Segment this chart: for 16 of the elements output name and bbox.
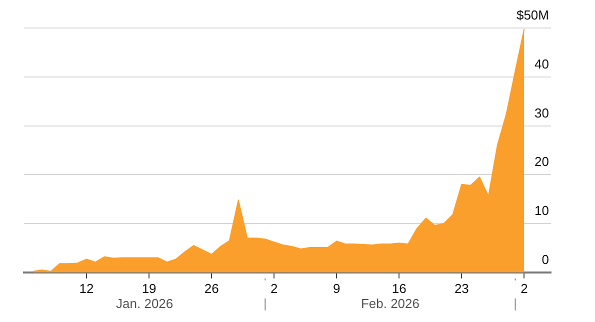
y-tick-label: 40 <box>534 56 549 72</box>
x-tick-label: 12 <box>79 280 94 296</box>
text: Jan. 2026 <box>116 296 174 311</box>
text: Feb. 2026 <box>360 296 420 311</box>
x-tick-label: 9 <box>333 280 340 296</box>
y-tick-label: 10 <box>534 203 549 218</box>
y-tick-label: $50M <box>516 8 549 23</box>
x-tick-label: 2 <box>270 280 278 296</box>
x-tick-label: 19 <box>142 280 156 296</box>
x-tick-label: 26 <box>204 280 219 296</box>
x-tick-label: 23 <box>454 280 469 296</box>
y-tick-label: 20 <box>534 154 549 170</box>
x-tick-label: 16 <box>392 280 406 296</box>
y-tick-label: 0 <box>542 252 549 267</box>
y-tick-label: 30 <box>534 105 549 120</box>
x-tick-label: 2 <box>520 280 528 296</box>
